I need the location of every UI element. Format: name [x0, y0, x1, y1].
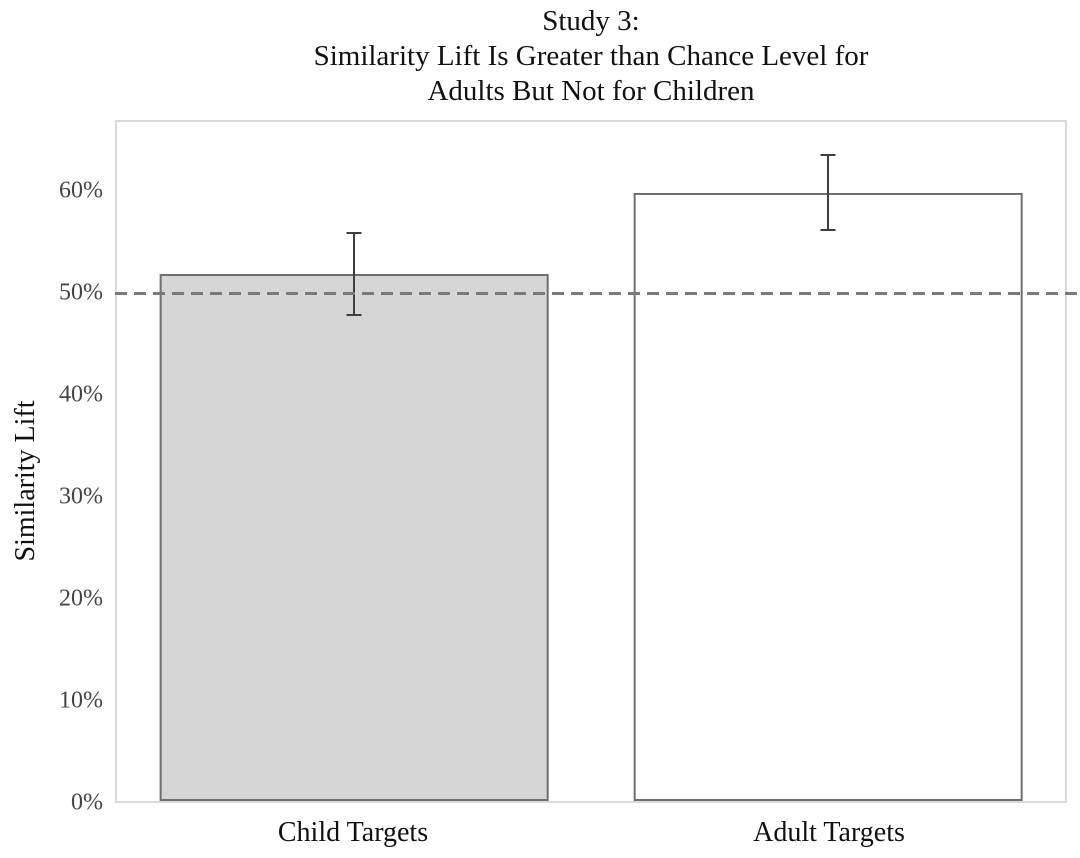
- chance-level-reference-line: [115, 292, 1080, 296]
- x-tick-label-child-targets: Child Targets: [277, 817, 429, 848]
- plot-area: [115, 120, 1067, 803]
- x-axis-tick-labels: Child Targets Adult Targets: [115, 817, 1067, 858]
- y-tick-label: 20%: [59, 585, 103, 612]
- y-tick-label: 0%: [71, 789, 103, 816]
- x-tick-label-adult-targets: Adult Targets: [753, 817, 905, 848]
- y-tick-label: 60%: [59, 177, 103, 204]
- error-bar-child-targets: [353, 233, 355, 315]
- y-tick-label: 10%: [59, 687, 103, 714]
- error-bar-adult-targets: [827, 155, 829, 231]
- bar-child-targets: [159, 274, 549, 801]
- y-tick-label: 40%: [59, 381, 103, 408]
- y-axis-tick-labels: 0% 10% 20% 30% 40% 50% 60%: [0, 120, 103, 816]
- y-tick-label: 50%: [59, 279, 103, 306]
- bar-adult-targets: [633, 192, 1023, 801]
- y-tick-label: 30%: [59, 483, 103, 510]
- chart-title: Study 3: Similarity Lift Is Greater than…: [313, 5, 869, 107]
